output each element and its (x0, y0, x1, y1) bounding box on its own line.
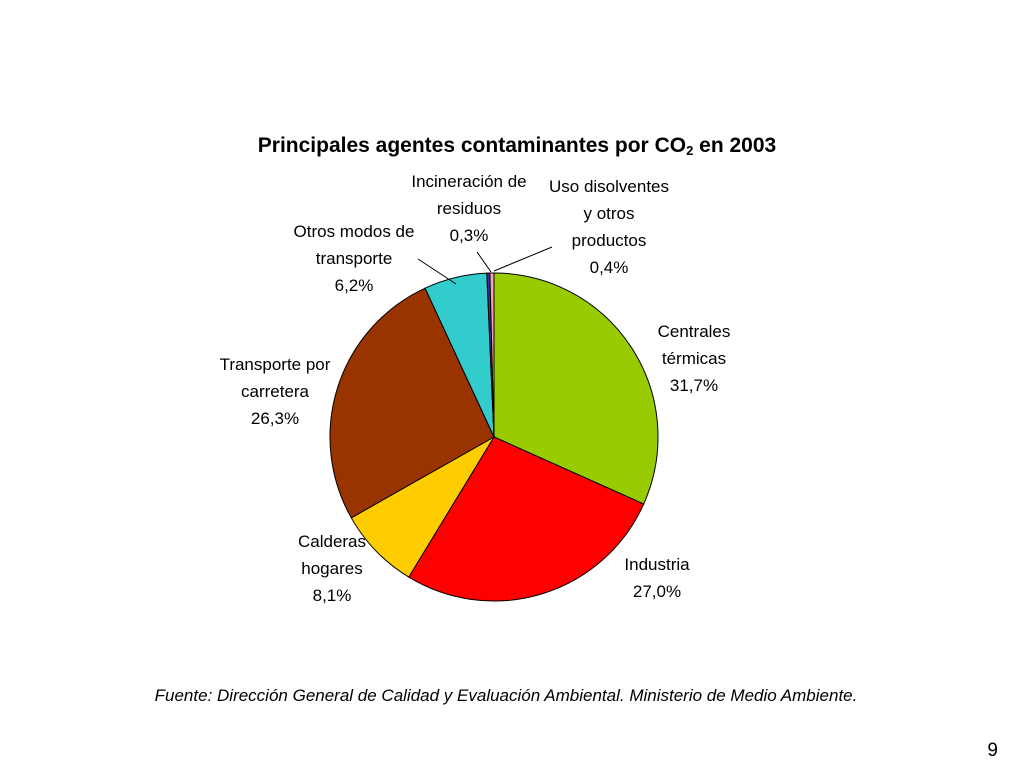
slice-label-text: Centrales (657, 322, 731, 341)
source-note: Fuente: Dirección General de Calidad y E… (154, 686, 858, 705)
chart-title-subscript: 2 (686, 143, 694, 158)
pie-slice-industria (408, 436, 645, 602)
slice-value-label: 8,1% (312, 586, 352, 605)
slice-value-label: 27,0% (632, 582, 682, 601)
slice-label-text: Transporte por (219, 355, 331, 374)
slice-label-text: térmicas (661, 349, 727, 368)
slice-label-centrales-termicas: Centrales térmicas 31,7% (658, 318, 731, 399)
slice-label-text: Industria (624, 555, 690, 574)
slice-label-uso-disolventes: Uso disolventes y otros productos 0,4% (549, 173, 669, 281)
slice-value-label: 26,3% (250, 409, 300, 428)
slice-value-label: 31,7% (669, 376, 719, 395)
slice-label-text: productos (571, 231, 647, 250)
slice-label-text: Otros modos de (293, 222, 415, 241)
slice-label-text: Incineración de (411, 172, 527, 191)
chart-title-year: en 2003 (693, 134, 777, 157)
slice-label-text: Uso disolventes (548, 177, 670, 196)
chart-title: Principales agentes contaminantes por CO… (0, 134, 1024, 158)
slice-value-label: 6,2% (334, 276, 374, 295)
slice-label-text: residuos (436, 199, 502, 218)
leader-line-incineracion-residuos (476, 251, 492, 273)
slice-label-transporte-carretera: Transporte por carretera 26,3% (220, 351, 331, 432)
pie-slice-uso-disolventes (489, 272, 495, 438)
slice-label-text: Calderas (297, 532, 367, 551)
slice-label-industria: Industria 27,0% (624, 551, 689, 605)
slice-label-text: hogares (301, 559, 363, 578)
leader-line-uso-disolventes (493, 246, 553, 272)
slice-value-label: 0,3% (449, 226, 489, 245)
chart-title-main: Principales agentes contaminantes por CO (257, 134, 687, 157)
leader-line-otros-modos-transporte (417, 258, 457, 285)
slice-label-incineracion-residuos: Incineración de residuos 0,3% (411, 168, 526, 249)
slice-label-text: transporte (315, 249, 393, 268)
slice-label-text: y otros (583, 204, 635, 223)
slice-label-otros-modos-transporte: Otros modos de transporte 6,2% (294, 218, 415, 299)
slice-value-label: 0,4% (589, 258, 629, 277)
pie-slice-centrales-termicas (493, 272, 659, 505)
page-number: 9 (987, 740, 998, 761)
slice-label-calderas-hogares: Calderas hogares 8,1% (298, 528, 366, 609)
slice-label-text: carretera (240, 382, 310, 401)
pie-slice-transporte-carretera (329, 287, 495, 519)
